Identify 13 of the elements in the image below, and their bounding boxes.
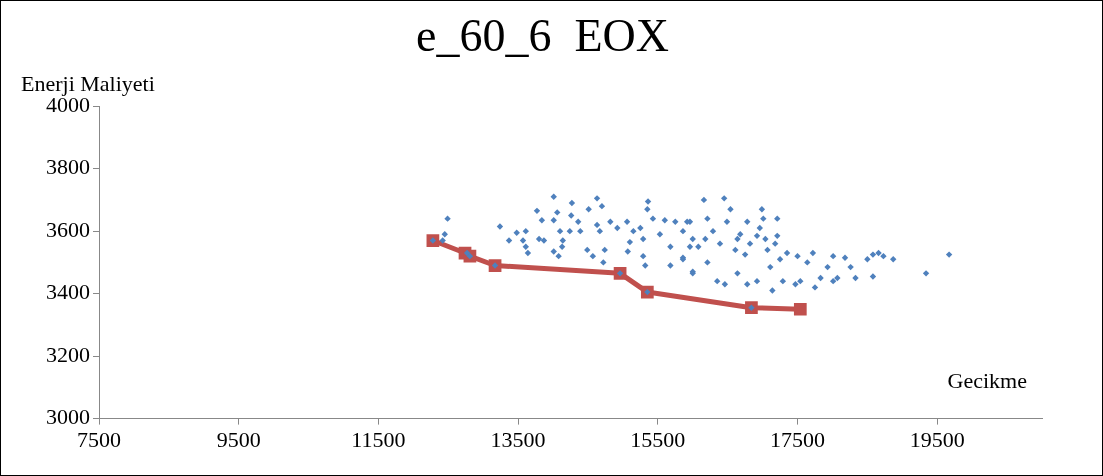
chart-title: e_60_6 EOX (416, 9, 669, 61)
x-tick-label: 13500 (490, 426, 546, 452)
y-tick-label: 3200 (46, 341, 90, 367)
x-tick-label: 17500 (770, 426, 826, 452)
y-tick-label: 3600 (46, 216, 90, 242)
point (793, 302, 807, 316)
x-tick-label: 19500 (909, 426, 965, 452)
x-tick-label: 11500 (351, 426, 406, 452)
x-tick-label: 15500 (630, 426, 686, 452)
x-tick-label: 9500 (216, 426, 261, 452)
y-tick-label: 3400 (46, 279, 90, 305)
x-axis-title: Gecikme (947, 368, 1027, 394)
y-tick-label: 3800 (46, 154, 90, 180)
